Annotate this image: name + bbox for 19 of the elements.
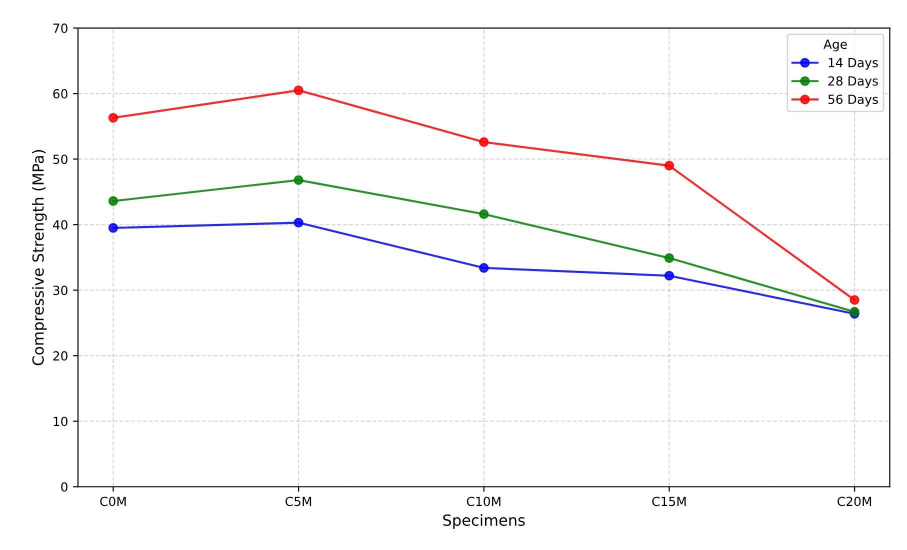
y-tick-label: 60 — [53, 89, 68, 99]
y-tick-label: 50 — [53, 154, 68, 164]
x-tick-label: C0M — [100, 496, 126, 506]
y-tick-label: 70 — [53, 24, 68, 33]
y-tick-label: 20 — [53, 351, 68, 361]
x-axis-title: Specimens — [443, 514, 525, 529]
y-axis-title: Compressive Strength (MPa) — [32, 150, 47, 366]
legend-label: 56 Days — [828, 94, 878, 106]
y-tick-label: 40 — [52, 220, 68, 230]
x-tick-label: C20M — [838, 496, 872, 506]
y-tick-label: 0 — [61, 482, 68, 492]
y-tick-label: 30 — [53, 286, 68, 296]
legend-label: 28 Days — [828, 76, 878, 88]
legend-title: Age — [823, 40, 847, 52]
x-tick-label: C5M — [286, 496, 312, 506]
x-tick-label: C10M — [466, 496, 500, 506]
x-tick-label: C15M — [652, 496, 686, 506]
y-tick-label: 10 — [54, 416, 68, 426]
legend-label: 14 Days — [828, 58, 878, 70]
